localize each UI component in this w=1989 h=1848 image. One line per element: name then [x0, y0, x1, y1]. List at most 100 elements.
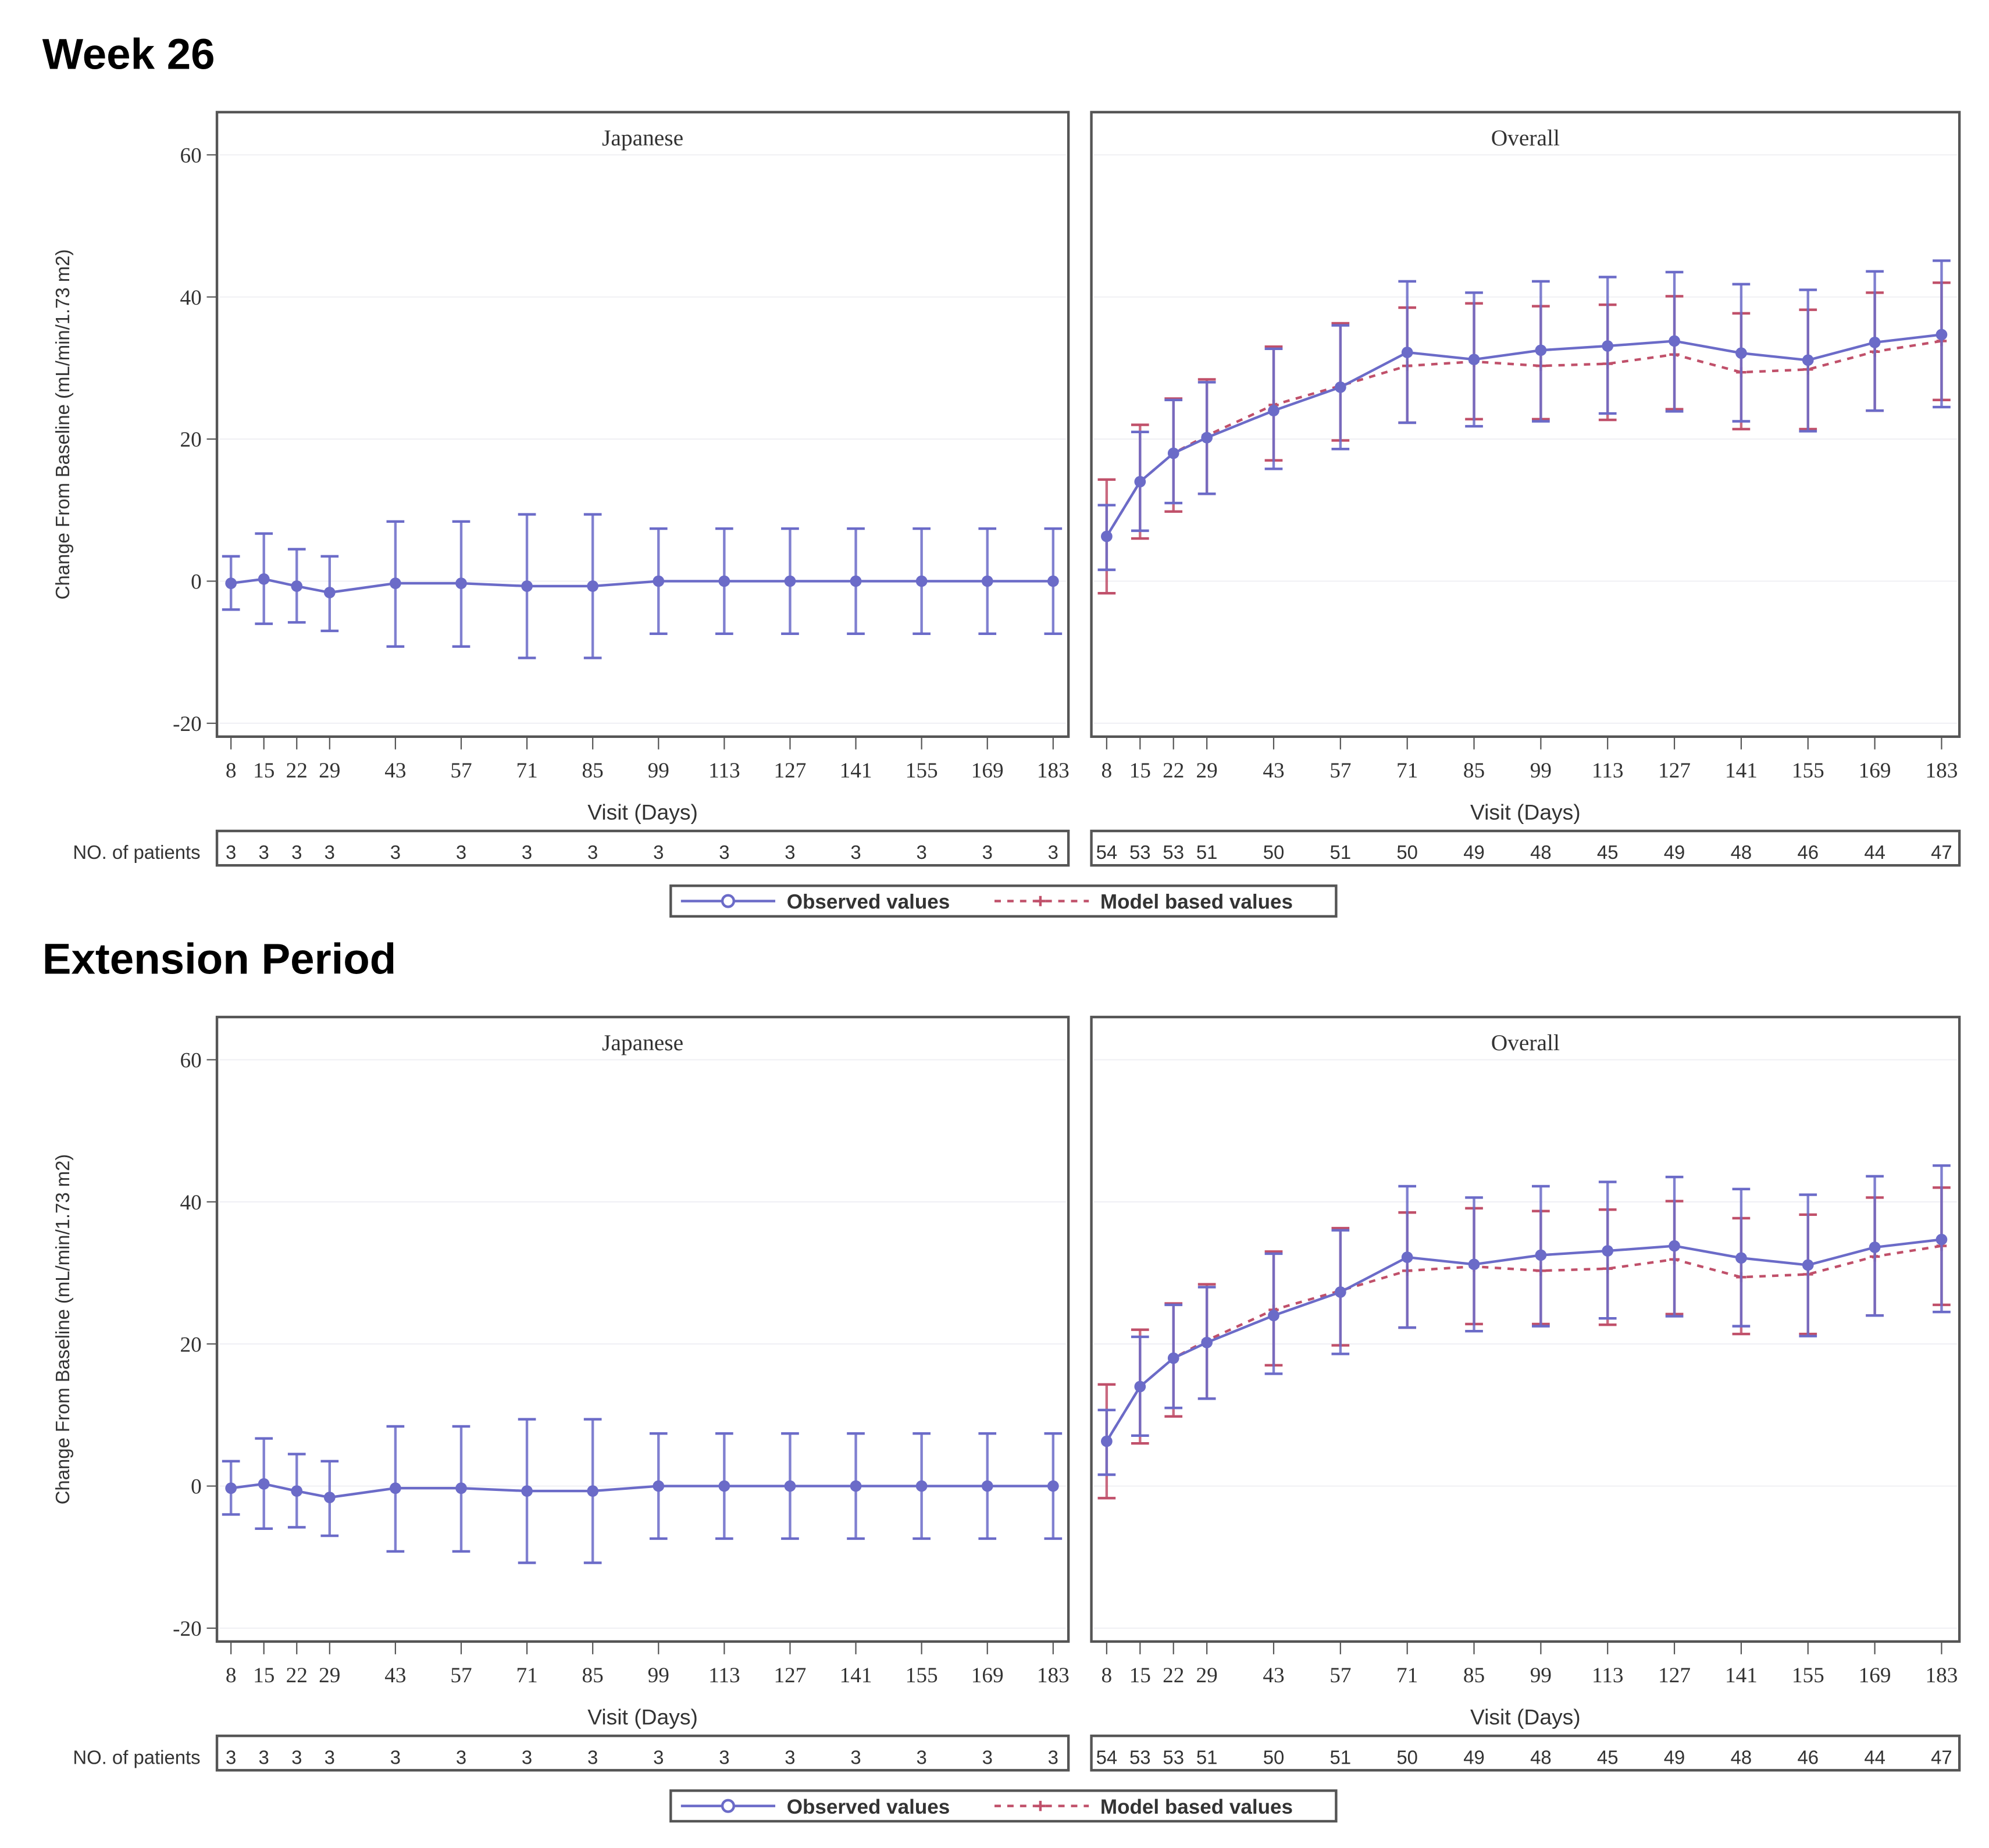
- patient-count: 3: [390, 841, 401, 863]
- patient-count: 50: [1263, 1746, 1285, 1768]
- legend: Observed values Model based values: [669, 1789, 1338, 1823]
- data-point: [1101, 530, 1113, 543]
- data-point: [1535, 1249, 1547, 1261]
- x-tick-label: 71: [516, 1664, 537, 1688]
- data-point: [587, 1485, 599, 1497]
- patient-count: 46: [1797, 1746, 1819, 1768]
- data-point: [390, 1482, 401, 1494]
- patients-row-frame: [215, 1734, 1070, 1772]
- patients-row-frame: [1090, 1734, 1961, 1772]
- x-tick-label: 22: [1163, 1664, 1184, 1688]
- x-tick-label: 141: [1725, 1664, 1758, 1688]
- data-point: [850, 1480, 862, 1492]
- data-point: [1201, 1336, 1213, 1348]
- panel-title: Overall: [1491, 125, 1560, 151]
- y-tick-label: 60: [180, 144, 201, 167]
- panel-japanese: -20 0 20 40 60 Japanese 8 3 15 3 22 3 29 3 43 3 57 3 71 3 85…: [173, 110, 1070, 867]
- data-point: [1101, 1435, 1113, 1447]
- patient-count: 46: [1797, 841, 1819, 863]
- legend: Observed values Model based values: [669, 884, 1338, 918]
- patient-count: 3: [719, 841, 729, 863]
- data-point: [1334, 1286, 1346, 1298]
- patient-count: 51: [1196, 1746, 1218, 1768]
- patient-count: 44: [1864, 841, 1885, 863]
- patient-count: 3: [653, 1746, 664, 1768]
- patient-count: 3: [226, 841, 236, 863]
- x-tick-label: 29: [1196, 759, 1218, 783]
- patient-count: 3: [850, 1746, 861, 1768]
- series-model: [1097, 281, 1951, 595]
- data-point: [1468, 354, 1480, 366]
- data-point: [1535, 344, 1547, 356]
- patient-count: 48: [1530, 1746, 1552, 1768]
- patient-count: 3: [259, 1746, 269, 1768]
- patient-count: 53: [1129, 1746, 1151, 1768]
- chart-title: Week 26: [42, 30, 215, 78]
- x-tick-label: 183: [1037, 759, 1070, 783]
- patient-count: 50: [1396, 841, 1418, 863]
- x-tick-label: 57: [450, 759, 472, 783]
- legend-observed-marker: [721, 1799, 735, 1813]
- data-point: [915, 1480, 928, 1492]
- legend-model-label: Model based values: [1100, 1796, 1293, 1818]
- x-tick-label: 57: [1329, 759, 1351, 783]
- x-tick-label: 8: [226, 1664, 237, 1688]
- x-tick-label: 169: [971, 1664, 1004, 1688]
- patient-count: 48: [1731, 841, 1752, 863]
- y-tick-label: 20: [180, 428, 201, 452]
- data-point: [784, 1480, 796, 1492]
- patient-count: 3: [587, 841, 598, 863]
- patient-count: 3: [785, 841, 795, 863]
- x-tick-label: 29: [319, 759, 340, 783]
- patient-count: 3: [522, 841, 532, 863]
- y-tick-label: 0: [191, 1475, 202, 1499]
- x-tick-label: 155: [1792, 759, 1824, 783]
- data-point: [1735, 1252, 1747, 1264]
- patient-count: 3: [982, 1746, 993, 1768]
- data-point: [455, 1482, 467, 1494]
- x-tick-label: 71: [1396, 759, 1418, 783]
- legend-observed-marker: [721, 894, 735, 908]
- patient-count: 51: [1196, 841, 1218, 863]
- patient-count: 3: [785, 1746, 795, 1768]
- patients-label: NO. of patients: [73, 841, 200, 863]
- x-tick-label: 57: [1329, 1664, 1351, 1688]
- patient-count: 48: [1731, 1746, 1752, 1768]
- data-point: [1602, 1245, 1614, 1257]
- data-point: [850, 575, 862, 587]
- patient-count: 53: [1129, 841, 1151, 863]
- patient-count: 45: [1597, 841, 1619, 863]
- y-axis-label: Change From Baseline (mL/min/1.73 m2): [52, 249, 73, 600]
- x-tick-label: 85: [582, 759, 604, 783]
- x-tick-label: 85: [1463, 1664, 1485, 1688]
- data-point: [653, 1480, 665, 1492]
- x-tick-label: 155: [906, 1664, 938, 1688]
- data-point: [1201, 431, 1213, 444]
- data-point: [1869, 337, 1881, 348]
- x-tick-label: 169: [1859, 1664, 1891, 1688]
- data-point: [1047, 1480, 1059, 1492]
- patient-count: 3: [587, 1746, 598, 1768]
- data-point: [323, 1492, 336, 1503]
- panel-frame: [1090, 110, 1961, 739]
- legend-model-marker: [1035, 1800, 1046, 1811]
- patient-count: 49: [1664, 841, 1685, 863]
- patient-count: 3: [456, 1746, 466, 1768]
- x-tick-label: 127: [1658, 759, 1691, 783]
- x-tick-label: 85: [1463, 759, 1485, 783]
- x-tick-label: 183: [1926, 759, 1958, 783]
- data-point: [1669, 335, 1680, 347]
- data-point: [1602, 340, 1614, 352]
- patient-count: 45: [1597, 1746, 1619, 1768]
- patient-count: 3: [653, 841, 664, 863]
- x-tick-label: 22: [286, 759, 308, 783]
- panel-overall: Overall 8 54 15 53 22 53 29 51 43 50 57 51 71 50 85 49 99…: [1090, 110, 1961, 867]
- x-tick-label: 113: [708, 759, 740, 783]
- x-tick-label: 141: [840, 1664, 872, 1688]
- patient-count: 44: [1864, 1746, 1885, 1768]
- patient-count: 51: [1330, 1746, 1352, 1768]
- data-point: [291, 1485, 303, 1497]
- series-observed: [222, 1418, 1063, 1564]
- data-point: [587, 580, 599, 592]
